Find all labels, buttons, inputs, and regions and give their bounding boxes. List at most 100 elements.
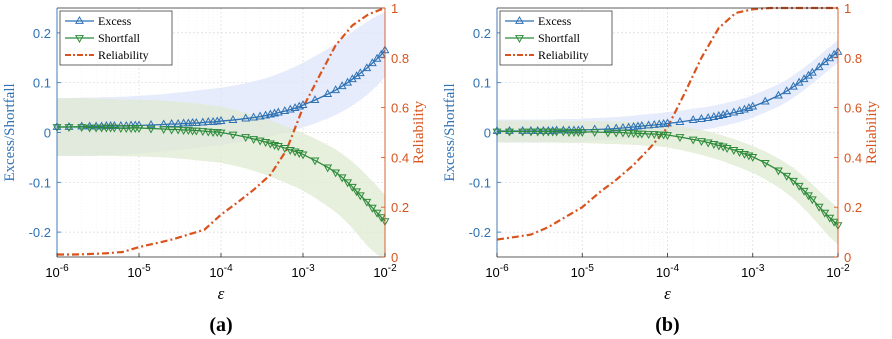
data-point-excess bbox=[788, 81, 798, 90]
data-point-shortfall bbox=[179, 127, 189, 136]
y-right-tick-label: 0.4 bbox=[844, 150, 862, 165]
y-right-tick-label: 0.8 bbox=[844, 51, 862, 66]
data-point-excess bbox=[228, 115, 238, 123]
y-left-tick-label: 0.2 bbox=[473, 26, 491, 41]
y-right-tick-label: 1 bbox=[391, 1, 398, 16]
x-tick-label: 10-6 bbox=[485, 263, 509, 280]
data-point-shortfall bbox=[241, 134, 251, 143]
data-point-shortfall bbox=[807, 196, 817, 205]
data-point-excess bbox=[663, 118, 672, 127]
data-point-excess bbox=[85, 121, 95, 130]
data-point-shortfall bbox=[216, 129, 226, 138]
x-tick-label: 10-5 bbox=[127, 263, 151, 280]
data-point-shortfall bbox=[298, 151, 308, 160]
data-point-shortfall bbox=[590, 129, 600, 138]
data-point-excess bbox=[709, 112, 719, 120]
data-point-shortfall bbox=[558, 128, 568, 137]
data-point-excess bbox=[280, 106, 290, 114]
data-point-excess bbox=[782, 86, 792, 95]
data-point-shortfall bbox=[331, 169, 341, 178]
data-point-excess bbox=[367, 58, 377, 67]
data-point-shortfall bbox=[352, 188, 362, 197]
y-axis-right-label: Reliability bbox=[864, 100, 880, 164]
data-point-excess bbox=[64, 122, 74, 130]
data-point-excess bbox=[331, 85, 341, 94]
data-point-excess bbox=[644, 120, 654, 129]
data-point-shortfall bbox=[803, 192, 813, 201]
legend-label-reliability: Reliability bbox=[538, 48, 589, 62]
data-point-shortfall bbox=[603, 129, 613, 138]
y-right-tick-label: 0.6 bbox=[391, 101, 409, 116]
data-point-shortfall bbox=[569, 129, 579, 138]
data-point-shortfall bbox=[611, 129, 621, 138]
data-point-excess bbox=[722, 109, 732, 117]
data-point-excess bbox=[173, 119, 183, 127]
data-point-shortfall bbox=[688, 136, 698, 145]
data-point-excess bbox=[649, 120, 659, 128]
data-point-shortfall bbox=[624, 130, 634, 139]
data-point-shortfall bbox=[552, 128, 562, 137]
data-point-shortfall bbox=[101, 124, 111, 133]
data-point-shortfall bbox=[173, 126, 183, 135]
data-point-excess bbox=[372, 53, 382, 62]
panel-label: (b) bbox=[655, 314, 679, 336]
data-point-shortfall bbox=[543, 128, 553, 137]
data-point-shortfall bbox=[663, 132, 672, 141]
data-point-excess bbox=[729, 107, 739, 116]
data-point-excess bbox=[362, 63, 372, 72]
y-left-tick-label: -0.1 bbox=[469, 175, 491, 190]
data-point-shortfall bbox=[649, 131, 659, 140]
data-point-excess bbox=[760, 96, 770, 105]
y-axis-left-label: Excess/Shortfall bbox=[2, 83, 18, 181]
data-point-shortfall bbox=[825, 214, 835, 223]
data-point-shortfall bbox=[722, 145, 732, 153]
data-point-excess bbox=[376, 49, 386, 58]
data-point-shortfall bbox=[538, 128, 548, 137]
data-point-excess bbox=[603, 123, 613, 132]
data-point-shortfall bbox=[372, 209, 382, 218]
data-point-excess bbox=[261, 110, 271, 119]
data-point-shortfall bbox=[814, 203, 824, 212]
x-tick-label: 10-4 bbox=[656, 263, 680, 280]
data-point-shortfall bbox=[249, 136, 259, 144]
data-point-shortfall bbox=[729, 147, 739, 155]
data-point-shortfall bbox=[760, 159, 770, 168]
y-right-tick-label: 0.6 bbox=[844, 101, 862, 116]
data-point-shortfall bbox=[794, 182, 804, 191]
data-point-excess bbox=[696, 114, 706, 122]
y-left-tick-label: 0.1 bbox=[33, 76, 51, 91]
y-right-tick-label: 0 bbox=[391, 250, 398, 265]
data-point-shortfall bbox=[134, 125, 144, 134]
data-point-excess bbox=[355, 68, 365, 77]
data-point-shortfall bbox=[77, 124, 87, 133]
data-point-shortfall bbox=[203, 128, 213, 137]
data-point-shortfall bbox=[675, 134, 685, 143]
data-point-excess bbox=[216, 116, 226, 124]
data-point-excess bbox=[748, 101, 758, 110]
data-point-excess bbox=[77, 121, 87, 130]
data-point-shortfall bbox=[654, 131, 664, 140]
x-tick-label: 10-4 bbox=[209, 263, 233, 280]
x-axis-label: ε bbox=[664, 284, 671, 303]
y-left-tick-label: 0 bbox=[484, 126, 491, 141]
data-point-shortfall bbox=[748, 154, 758, 162]
panel-a: 10-6 10-5 10-4 10-3 10-2 -0.2 -0.1 0 0.1 0.2 0 0.2 0… bbox=[2, 1, 427, 336]
data-point-shortfall bbox=[376, 214, 386, 223]
y-left-tick-label: -0.1 bbox=[29, 175, 51, 190]
data-point-excess bbox=[688, 115, 698, 123]
data-point-excess bbox=[518, 125, 528, 134]
confidence-band-shortfall bbox=[57, 98, 385, 257]
data-point-shortfall bbox=[533, 128, 543, 137]
x-axis-label: ε bbox=[218, 284, 225, 303]
data-point-shortfall bbox=[121, 125, 131, 134]
data-point-excess bbox=[198, 117, 208, 126]
y-right-tick-label: 0.4 bbox=[391, 150, 409, 165]
y-left-tick-label: 0.1 bbox=[473, 76, 491, 91]
data-point-excess bbox=[241, 113, 251, 122]
legend-marker-shortfall bbox=[515, 35, 524, 44]
data-point-shortfall bbox=[109, 124, 119, 133]
y-right-tick-label: 0 bbox=[844, 250, 851, 265]
data-point-shortfall bbox=[91, 124, 101, 133]
legend-marker-excess bbox=[515, 15, 524, 24]
data-point-excess bbox=[773, 90, 783, 99]
